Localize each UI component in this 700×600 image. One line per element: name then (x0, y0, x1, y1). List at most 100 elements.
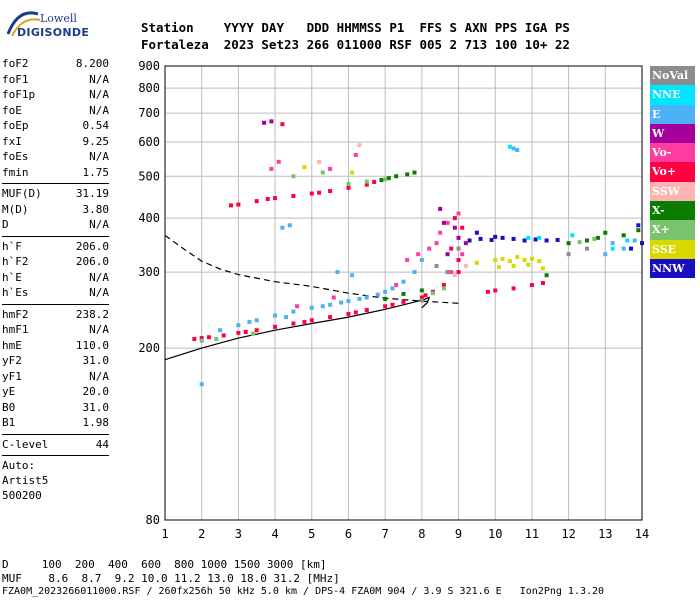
param-value: 9.25 (82, 134, 110, 148)
echo-point (625, 238, 630, 243)
echo-point (353, 310, 358, 315)
echo-point (566, 252, 571, 257)
echo-point (515, 255, 520, 260)
param-row: hmF2 238.2 (2, 308, 109, 324)
auto-line: Artist5 (2, 474, 49, 487)
param-label: foEp (2, 119, 29, 132)
auto-line: 500200 (2, 489, 42, 502)
param-value: N/A (89, 150, 109, 163)
echo-point (474, 260, 479, 265)
echo-point (284, 315, 289, 320)
echo-point (441, 283, 446, 288)
legend-item: E (650, 104, 695, 124)
footer-muf: MUF 8.6 8.7 9.2 10.0 11.2 13.0 18.0 31.2… (2, 572, 340, 585)
echo-point (419, 298, 424, 303)
echo-point (280, 122, 285, 127)
echo-point (493, 288, 498, 293)
x-tick-label: 4 (271, 527, 278, 541)
echo-point (511, 146, 516, 151)
echo-point (401, 299, 406, 304)
echo-point (500, 256, 505, 261)
echo-point (610, 246, 615, 251)
param-row: yE 20.0 (2, 385, 109, 401)
x-tick-label: 3 (235, 527, 242, 541)
echo-point (254, 199, 259, 204)
param-label: foF1 (2, 72, 29, 86)
echo-point (456, 246, 461, 251)
echo-point (419, 295, 424, 300)
echo-point (254, 328, 259, 333)
param-label: fmin (2, 165, 29, 179)
echo-point (317, 190, 322, 195)
param-label: B0 (2, 400, 16, 414)
echo-point (291, 321, 296, 326)
param-row: C-level 44 (2, 438, 109, 454)
param-row: foF1p N/A (2, 88, 109, 104)
echo-point (218, 328, 223, 333)
param-value: 44 (95, 437, 109, 451)
echo-point (405, 172, 410, 177)
param-label: hmF2 (2, 307, 29, 321)
param-row: foE N/A (2, 104, 109, 120)
x-tick-label: 9 (455, 527, 462, 541)
echo-point (383, 296, 388, 301)
y-tick-label: 80 (146, 513, 160, 527)
echo-point (526, 235, 531, 240)
echo-point (221, 333, 226, 338)
param-label: h`Es (2, 286, 29, 299)
x-tick-label: 11 (525, 527, 539, 541)
echo-point (328, 166, 333, 171)
param-row: hmE 110.0 (2, 339, 109, 355)
echo-point (276, 159, 281, 164)
param-value: 3.80 (82, 202, 110, 216)
param-label: yF2 (2, 354, 22, 367)
echo-point (229, 203, 234, 208)
echo-point (405, 257, 410, 262)
param-label: M(D) (2, 202, 29, 216)
divider (2, 455, 109, 456)
echo-point (375, 292, 380, 297)
echo-point (339, 300, 344, 305)
param-label: D (2, 218, 9, 231)
echo-point (511, 236, 516, 241)
param-value: 206.0 (75, 239, 109, 253)
echo-point (357, 296, 362, 301)
echo-point (199, 338, 204, 343)
x-tick-label: 1 (161, 527, 168, 541)
echo-point (533, 237, 538, 242)
echo-point (364, 182, 369, 187)
echo-point (364, 179, 369, 184)
echo-point (346, 181, 351, 186)
echo-point (350, 170, 355, 175)
legend-item: Vo- (650, 143, 695, 163)
echo-point (603, 230, 608, 235)
echo-point (584, 238, 589, 243)
echo-point (346, 299, 351, 304)
echo-point (331, 295, 336, 300)
echo-point (265, 196, 270, 201)
echo-point (489, 237, 494, 242)
param-value: 110.0 (75, 338, 109, 352)
echo-point (390, 302, 395, 307)
x-tick-label: 8 (418, 527, 425, 541)
param-row: foF1 N/A (2, 73, 109, 89)
param-row: M(D) 3.80 (2, 203, 109, 219)
echo-point (584, 246, 589, 251)
param-label: foEs (2, 150, 29, 163)
legend-item: X+ (650, 220, 695, 240)
y-tick-label: 900 (138, 59, 160, 73)
profile-curve-solid (164, 296, 431, 361)
echo-point (570, 233, 575, 238)
echo-point (496, 265, 501, 270)
param-value: 31.0 (82, 400, 110, 414)
echo-point (320, 304, 325, 309)
param-row: D N/A (2, 218, 109, 234)
echo-point (419, 288, 424, 293)
echo-point (456, 257, 461, 262)
divider (2, 183, 109, 184)
echo-point (291, 309, 296, 314)
echo-point (291, 194, 296, 199)
echo-point (372, 179, 377, 184)
x-tick-label: 14 (635, 527, 649, 541)
param-label: hmF1 (2, 323, 29, 336)
